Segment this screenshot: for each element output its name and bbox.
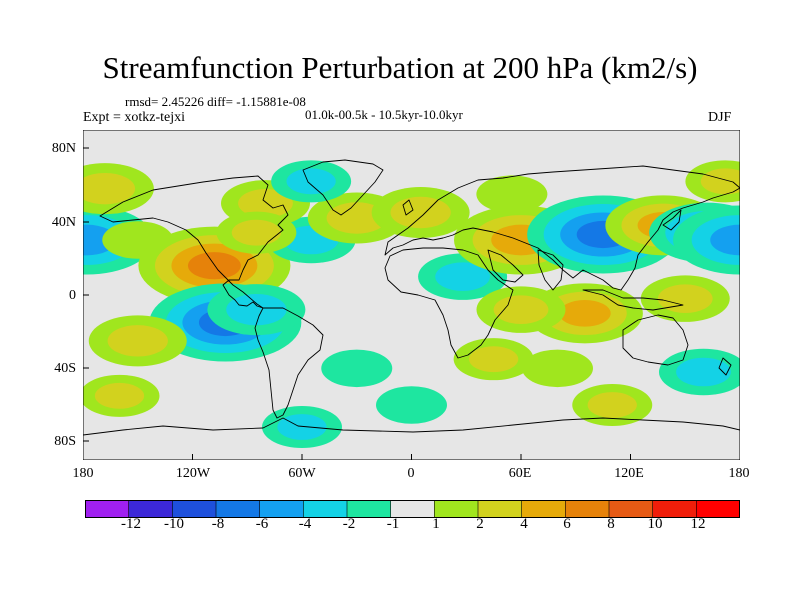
contour-fill bbox=[587, 392, 637, 418]
contour-fill bbox=[83, 172, 136, 205]
coastlines bbox=[83, 159, 740, 436]
stats-text: rmsd= 2.45226 diff= -1.15881e-08 bbox=[125, 94, 306, 109]
x-tick-label: 120E bbox=[614, 466, 644, 481]
contour-fill bbox=[107, 325, 168, 357]
anomaly-center bbox=[476, 175, 548, 213]
anomaly-center bbox=[476, 286, 566, 333]
contour-fill bbox=[231, 219, 281, 246]
coastline-europe-asia bbox=[384, 165, 740, 291]
anomaly-center bbox=[271, 160, 352, 203]
contour-fill bbox=[390, 196, 451, 229]
contour-fill bbox=[376, 386, 447, 424]
anomaly-center bbox=[673, 205, 740, 275]
coastline-antarctica bbox=[83, 417, 740, 436]
anomaly-center bbox=[321, 349, 393, 388]
anomaly-center bbox=[88, 315, 187, 367]
anomaly-center bbox=[216, 211, 297, 254]
chart-title: Streamfunction Perturbation at 200 hPa (… bbox=[102, 50, 698, 85]
anomaly-center bbox=[207, 284, 306, 336]
colorbar-swatch bbox=[696, 500, 740, 518]
period-text: 01.0k-00.5k - 10.5kyr-10.0kyr bbox=[305, 107, 463, 122]
contour-fill bbox=[435, 262, 490, 291]
contour-fill bbox=[238, 189, 293, 218]
y-tick-label: 0 bbox=[69, 288, 76, 303]
colorbar-label: 10 bbox=[647, 516, 663, 532]
experiment-text: Expt = xotkz-tejxi bbox=[83, 110, 185, 125]
contour-fill bbox=[476, 175, 548, 213]
colorbar bbox=[85, 500, 740, 518]
contour-fill bbox=[286, 168, 336, 195]
anomaly-center bbox=[371, 187, 470, 238]
coastline-new-zealand bbox=[718, 357, 732, 376]
colorbar-label: -4 bbox=[298, 516, 312, 532]
colorbar-label: 4 bbox=[520, 516, 528, 532]
anomaly-center bbox=[522, 349, 593, 388]
anomaly-center bbox=[83, 163, 154, 215]
contour-fill bbox=[657, 284, 713, 313]
colorbar-label: 8 bbox=[607, 516, 615, 532]
colorbar-label: -12 bbox=[121, 516, 141, 532]
x-tick-label: 180 bbox=[72, 466, 94, 481]
anomaly-center bbox=[659, 348, 740, 396]
map-plot bbox=[83, 130, 740, 460]
anomaly-layer bbox=[83, 160, 740, 448]
coastline-arabia bbox=[487, 249, 524, 283]
y-tick-label: 80N bbox=[51, 141, 76, 156]
contour-fill bbox=[277, 414, 327, 440]
x-tick-label: 60W bbox=[288, 466, 316, 481]
colorbar-label: 1 bbox=[432, 516, 440, 532]
y-tick-label: 80S bbox=[54, 434, 76, 449]
anomaly-center bbox=[262, 406, 342, 448]
anomaly-center bbox=[453, 338, 534, 381]
x-tick-label: 0 bbox=[407, 466, 415, 481]
season-label: DJF bbox=[708, 110, 732, 125]
contour-fill bbox=[559, 300, 611, 327]
colorbar-label: -6 bbox=[255, 516, 269, 532]
coastline-africa bbox=[384, 247, 514, 359]
colorbar-label: -8 bbox=[211, 516, 225, 532]
anomaly-center bbox=[83, 374, 160, 417]
y-tick-label: 40N bbox=[51, 215, 76, 230]
x-tick-label: 120W bbox=[175, 466, 211, 481]
coastline-indonesia bbox=[582, 289, 684, 311]
coastline-south-america bbox=[254, 307, 324, 419]
y-tick-label: 40S bbox=[54, 361, 76, 376]
contour-fill bbox=[94, 382, 145, 409]
coastline-north-america bbox=[99, 175, 289, 309]
anomaly-center bbox=[572, 384, 653, 426]
contour-fill bbox=[493, 295, 549, 324]
contour-fill bbox=[321, 349, 393, 388]
colorbar-label: 6 bbox=[563, 516, 571, 532]
colorbar-label: -2 bbox=[342, 516, 356, 532]
colorbar-label: 2 bbox=[476, 516, 484, 532]
axis-ticks bbox=[83, 147, 740, 460]
colorbar-label: -1 bbox=[386, 516, 400, 532]
coastline-greenland bbox=[302, 159, 384, 216]
coastline-australia bbox=[622, 314, 689, 366]
coastline-india bbox=[537, 249, 564, 291]
contour-fill bbox=[226, 293, 287, 326]
coastline-japan bbox=[662, 209, 682, 231]
contour-fill bbox=[522, 349, 593, 388]
contour-fill bbox=[469, 346, 519, 373]
contour-fill bbox=[326, 202, 387, 234]
anomaly-center bbox=[640, 275, 730, 322]
anomaly-center bbox=[376, 386, 447, 424]
contour-fill bbox=[700, 168, 740, 195]
contour-fill bbox=[676, 357, 731, 387]
x-tick-label: 60E bbox=[508, 466, 532, 481]
colorbar-label: -10 bbox=[164, 516, 184, 532]
colorbar-label: 12 bbox=[690, 516, 706, 532]
x-tick-label: 180 bbox=[728, 466, 750, 481]
contour-fill bbox=[710, 224, 740, 256]
anomaly-center bbox=[685, 160, 740, 203]
coastline-uk bbox=[402, 199, 414, 216]
